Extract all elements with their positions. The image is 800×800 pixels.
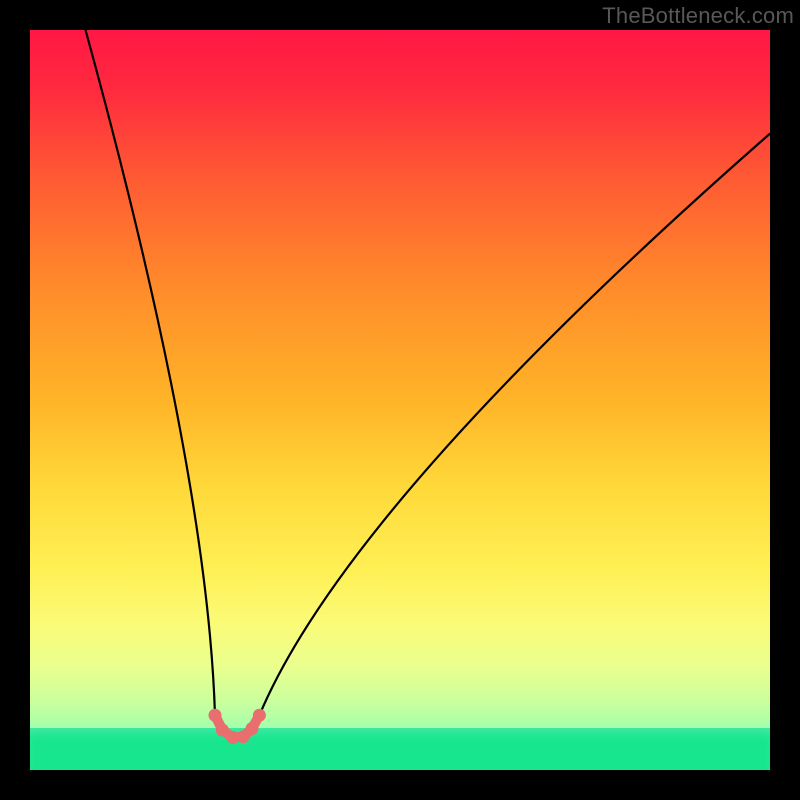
chart-frame: TheBottleneck.com: [0, 0, 800, 800]
plot-area: [30, 30, 770, 770]
bottleneck-curve: [86, 30, 771, 739]
curve-layer: [30, 30, 770, 770]
marker-point: [253, 709, 266, 722]
marker-point: [209, 709, 222, 722]
marker-point: [246, 722, 259, 735]
watermark-text: TheBottleneck.com: [602, 3, 794, 29]
marker-points: [209, 709, 266, 744]
